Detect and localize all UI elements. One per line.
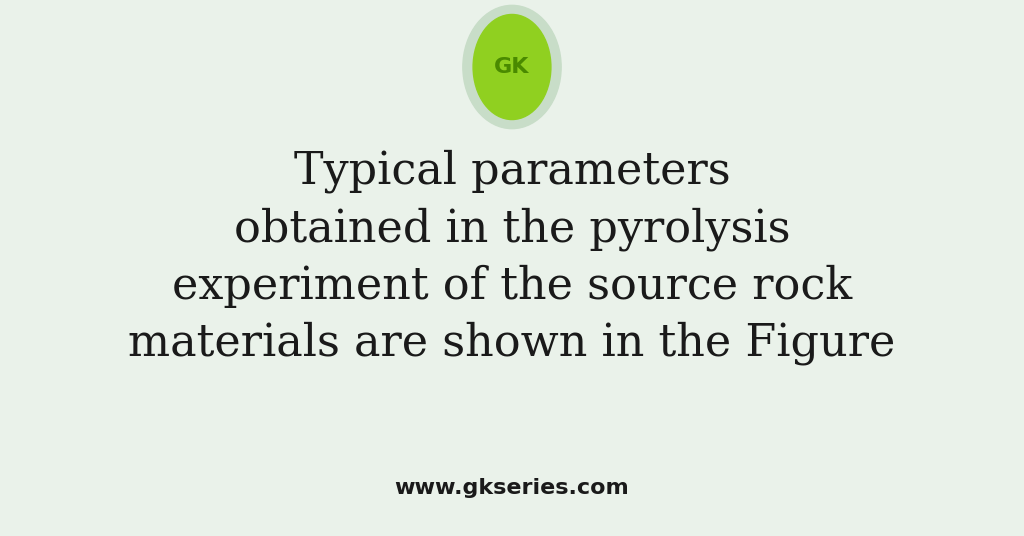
Ellipse shape xyxy=(473,14,551,120)
Text: www.gkseries.com: www.gkseries.com xyxy=(394,478,630,498)
Text: Typical parameters
obtained in the pyrolysis
experiment of the source rock
mater: Typical parameters obtained in the pyrol… xyxy=(128,150,896,365)
Ellipse shape xyxy=(463,5,561,129)
Text: GK: GK xyxy=(495,57,529,77)
